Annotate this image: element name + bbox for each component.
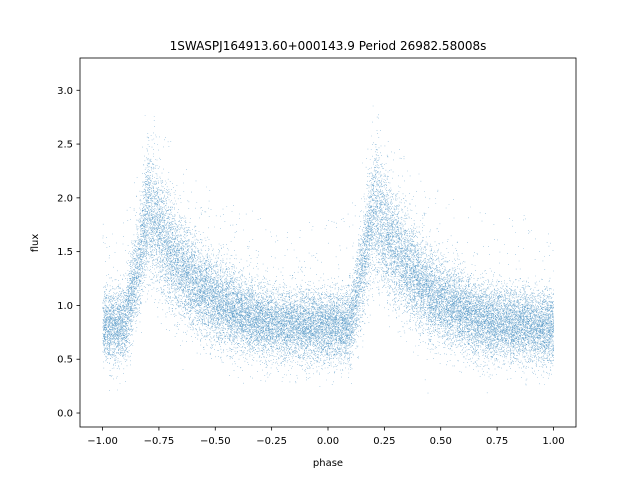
x-axis-ticks: −1.00 −0.75 −0.50 −0.25 0.00 0.25 0.50 0.75 1.00 [87, 427, 565, 447]
x-tick-label: 0.50 [430, 436, 452, 447]
y-tick-label: 1.0 [57, 301, 73, 312]
x-tick-label: −1.00 [87, 436, 118, 447]
data-points [102, 105, 554, 394]
y-tick-label: 2.5 [57, 140, 73, 151]
y-axis-ticks: 0.0 0.5 1.0 1.5 2.0 2.5 3.0 [57, 86, 80, 420]
x-tick-label: 0.00 [317, 436, 339, 447]
y-axis-label: flux [30, 234, 41, 253]
x-axis-label: phase [313, 458, 343, 469]
y-tick-label: 1.5 [57, 247, 73, 258]
scatter-points [102, 105, 554, 394]
x-tick-label: 0.25 [373, 436, 395, 447]
x-tick-label: 0.75 [486, 436, 508, 447]
x-tick-label: −0.25 [256, 436, 287, 447]
y-tick-label: 0.5 [57, 355, 73, 366]
chart-title: 1SWASPJ164913.60+000143.9 Period 26982.5… [170, 39, 487, 53]
x-tick-label: 1.00 [542, 436, 564, 447]
y-tick-label: 3.0 [57, 86, 73, 97]
y-tick-label: 2.0 [57, 193, 73, 204]
x-tick-label: −0.75 [144, 436, 175, 447]
x-tick-label: −0.50 [200, 436, 231, 447]
y-tick-label: 0.0 [57, 409, 73, 420]
